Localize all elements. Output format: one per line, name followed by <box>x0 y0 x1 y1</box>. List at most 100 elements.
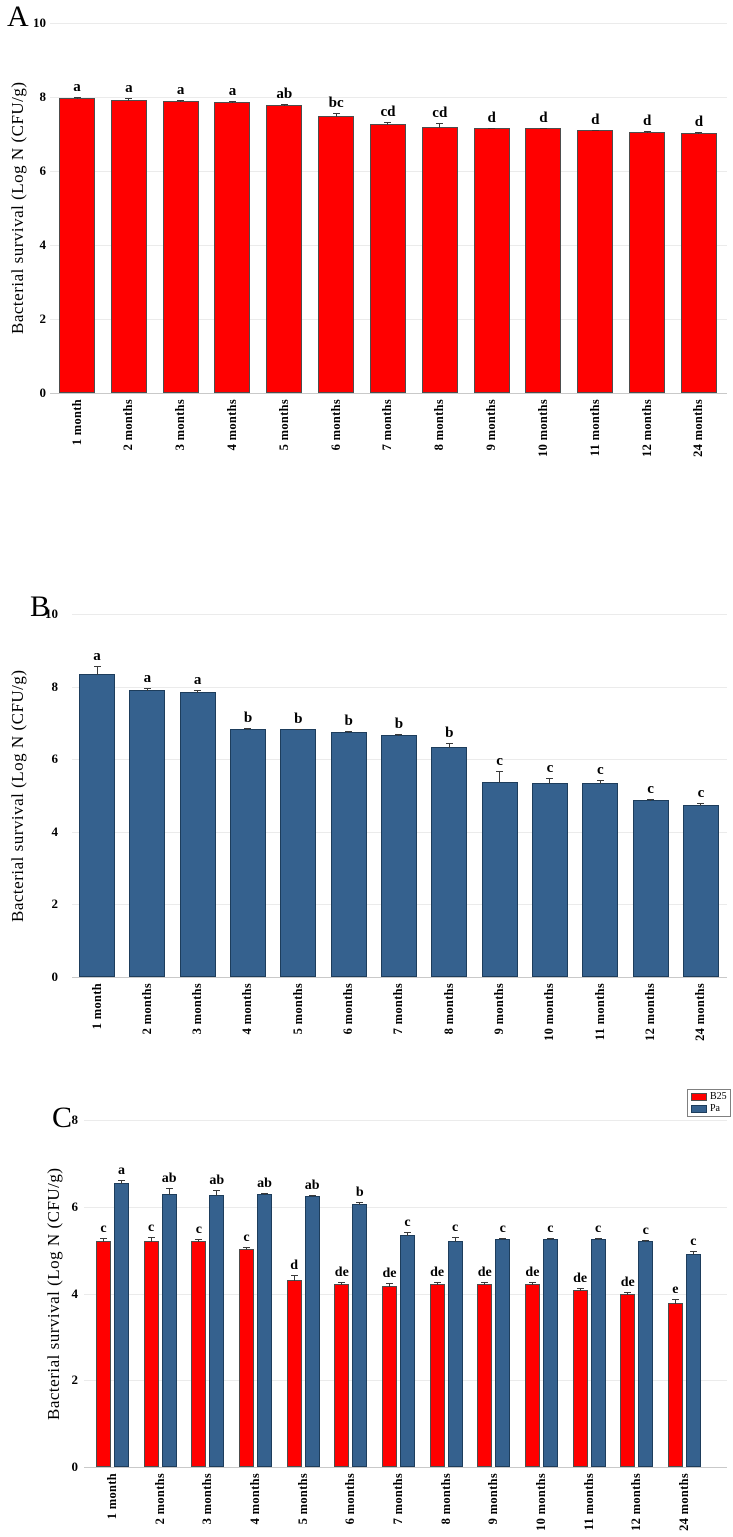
y-axis-title: Bacterial survival (Log N (CFU/g) <box>8 669 27 922</box>
legend-label: Pa <box>710 1103 720 1114</box>
x-tick-label: 3 months <box>200 1473 215 1525</box>
x-tick-cell: 5 months <box>287 1473 320 1537</box>
bar-pa: c <box>481 753 518 977</box>
bar-group: d <box>577 23 614 393</box>
error-bar <box>576 1288 584 1292</box>
error-bar <box>213 1190 221 1196</box>
bar-group: de c <box>381 1120 415 1467</box>
x-tick-cell: 24 months <box>681 399 717 487</box>
panel-label: C <box>52 1101 73 1134</box>
sig-letter: ab <box>257 1175 272 1191</box>
sig-letter: c <box>647 781 654 798</box>
sig-letter: b <box>243 710 253 727</box>
x-tick-label: 10 months <box>533 1473 548 1531</box>
error-bar <box>591 129 599 132</box>
x-tick-cell: 5 months <box>266 399 302 487</box>
bar-b25: c <box>96 1222 111 1467</box>
bar-pa: c <box>542 1222 558 1467</box>
x-tick-label: 12 months <box>643 983 658 1041</box>
error-bar <box>488 127 496 130</box>
error-bar <box>445 742 453 749</box>
error-bar <box>695 132 703 134</box>
error-bar <box>125 97 133 101</box>
bar-b25: cd <box>369 105 406 393</box>
bar-pa: a <box>114 1163 129 1467</box>
x-tick-cell: 2 months <box>111 399 147 487</box>
x-tick-cell: 6 months <box>318 399 354 487</box>
bar-group: c <box>481 614 518 977</box>
error-bar <box>528 1281 536 1285</box>
x-tick-label: 24 months <box>691 399 706 457</box>
x-tick-label: 8 months <box>438 1473 453 1525</box>
sig-letter: c <box>697 785 705 802</box>
x-tick-cell: 7 months <box>381 983 417 1071</box>
x-tick-cell: 8 months <box>430 1473 463 1537</box>
bar-pa: c <box>638 1223 654 1467</box>
bar-group: d <box>525 23 562 393</box>
sig-letter: ab <box>304 1177 320 1193</box>
bar-b25: c <box>191 1222 207 1467</box>
bar-group: d <box>680 23 717 393</box>
gridline <box>84 1120 727 1121</box>
y-tick-label: 2 <box>39 311 47 326</box>
x-tick-cell: 9 months <box>477 1473 510 1537</box>
x-tick-cell: 7 months <box>382 1473 415 1537</box>
sig-letter: cd <box>432 104 448 121</box>
sig-letter: c <box>642 1222 649 1238</box>
bar-b25: a <box>162 82 199 393</box>
x-tick-cell: 9 months <box>474 399 510 487</box>
gridline <box>50 23 727 24</box>
x-tick-cell: 6 months <box>331 983 367 1071</box>
bar-pa: c <box>531 761 568 977</box>
sig-letter: b <box>294 710 303 727</box>
bar-b25: d <box>680 115 717 393</box>
bars-row: a a a b b b b b c c c c c <box>72 614 727 977</box>
y-tick-label: 0 <box>51 969 59 984</box>
bar-b25: a <box>110 80 147 393</box>
x-tick-label: 8 months <box>441 983 456 1035</box>
x-tick-label: 1 month <box>89 983 104 1030</box>
x-axis-labels: 1 month 2 months 3 months 4 months 5 months 6… <box>84 1473 727 1537</box>
sig-letter: c <box>596 762 604 779</box>
error-bar <box>308 1194 316 1197</box>
plot-area: a a a b b b b b c c c c c <box>72 614 727 978</box>
y-tick-label: 0 <box>39 385 47 400</box>
sig-letter: a <box>125 79 133 96</box>
sig-letter: de <box>430 1264 445 1280</box>
sig-letter: c <box>547 1221 554 1237</box>
bar-b25: a <box>59 79 95 393</box>
x-tick-label: 3 months <box>190 983 205 1035</box>
bar-b25: c <box>143 1220 159 1467</box>
bar-b25: d <box>286 1259 302 1467</box>
bar-b25: de <box>572 1272 588 1467</box>
error-bar <box>596 780 604 784</box>
x-tick-label: 9 months <box>492 983 507 1035</box>
x-tick-label: 3 months <box>173 399 188 451</box>
bar-group: b <box>431 614 468 977</box>
error-bar <box>395 733 403 736</box>
sig-letter: a <box>93 647 101 664</box>
y-tick-label: 10 <box>45 606 58 621</box>
y-tick-label: 4 <box>51 823 59 839</box>
x-tick-label: 11 months <box>581 1473 596 1531</box>
x-tick-cell: 8 months <box>431 983 467 1071</box>
x-tick-label: 12 months <box>639 399 654 457</box>
sig-letter: d <box>694 114 704 131</box>
sig-letter: a <box>73 78 81 95</box>
x-tick-cell: 9 months <box>482 983 518 1071</box>
error-bar <box>260 1192 268 1195</box>
x-tick-label: 5 months <box>276 399 291 451</box>
b25-swatch <box>691 1093 707 1101</box>
x-axis-labels: 1 month 2 months 3 months 4 months 5 months 6… <box>72 983 727 1071</box>
y-tick-label: 2 <box>51 896 59 912</box>
bar-pa: c <box>447 1221 463 1467</box>
sig-letter: ab <box>209 1173 225 1189</box>
x-tick-cell: 3 months <box>163 399 199 487</box>
bar-group: c <box>531 614 568 977</box>
error-bar <box>643 131 651 133</box>
bar-group: b <box>380 614 417 977</box>
bar-b25: de <box>381 1267 397 1467</box>
error-bar <box>697 803 705 806</box>
bar-b25: a <box>214 83 251 393</box>
error-bar <box>165 1188 173 1195</box>
